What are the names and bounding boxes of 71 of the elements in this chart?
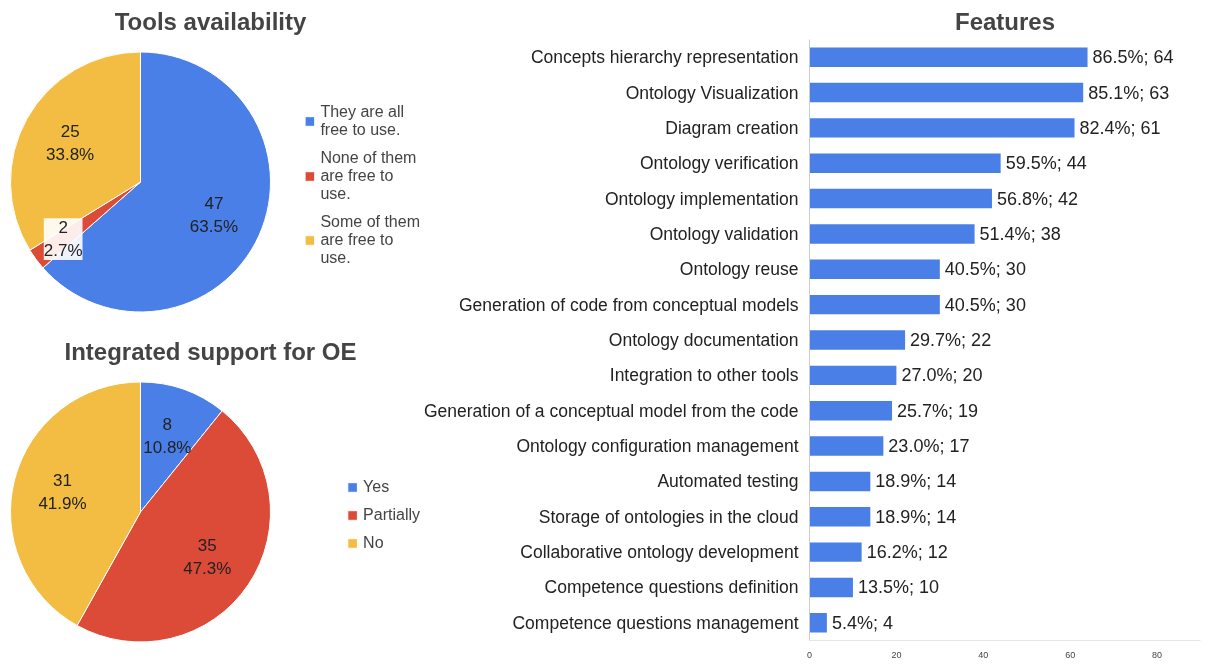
- y-tick-label: Collaborative ontology development: [520, 542, 799, 563]
- data-label: 2 2.7%: [43, 218, 83, 261]
- data-label: 18.9%; 14: [875, 506, 957, 527]
- bar: [809, 224, 975, 244]
- bar: [809, 507, 871, 527]
- x-tick-label: 80: [1152, 649, 1163, 660]
- data-label: 27.0%; 20: [901, 365, 983, 386]
- y-tick-label: Ontology reuse: [679, 259, 799, 280]
- legend-label: Some of them are free to use.: [320, 212, 420, 267]
- y-tick-label: Generation of code from conceptual models: [459, 294, 799, 315]
- y-tick-label: Diagram creation: [665, 117, 799, 138]
- y-tick-label: Ontology verification: [639, 153, 799, 174]
- y-tick-label: Competence questions management: [512, 612, 799, 633]
- bar: [809, 365, 897, 386]
- data-label: 82.4%; 61: [1079, 117, 1161, 138]
- y-tick-label: Ontology validation: [649, 223, 799, 244]
- data-label: 86.5%; 64: [1092, 47, 1174, 68]
- data-label: 59.5%; 44: [1005, 153, 1087, 174]
- bar: [809, 577, 853, 598]
- data-label: 23.0%; 17: [888, 436, 970, 457]
- bar: [809, 542, 862, 562]
- data-label: 16.2%; 12: [866, 542, 948, 563]
- legend-label: Partially: [363, 505, 420, 524]
- data-label: 13.5%; 10: [857, 577, 940, 598]
- chart-title: Integrated support for OE: [64, 337, 357, 365]
- x-tick-label: 20: [891, 649, 902, 660]
- legend-label: None of them are free to use.: [320, 148, 417, 203]
- bar: [809, 436, 884, 456]
- bar: [809, 47, 1088, 67]
- data-label: 25.7%; 19: [897, 400, 979, 421]
- legend-label: No: [363, 533, 384, 552]
- data-label: 5.4%; 4: [831, 612, 893, 633]
- y-tick-label: Ontology implementation: [604, 188, 799, 209]
- y-tick-label: Integration to other tools: [609, 365, 799, 386]
- x-tick-label: 40: [978, 649, 989, 660]
- data-label: 40.5%; 30: [944, 259, 1026, 280]
- y-tick-label: Ontology configuration management: [516, 436, 799, 457]
- bar: [809, 118, 1075, 138]
- y-tick-label: Storage of ontologies in the cloud: [538, 506, 799, 527]
- data-label: 8 10.8%: [143, 415, 192, 457]
- y-tick-label: Ontology documentation: [608, 330, 799, 350]
- bar: [809, 82, 1084, 103]
- data-label: 18.9%; 14: [875, 471, 957, 492]
- bar: [809, 400, 893, 421]
- chart-title: Features: [954, 7, 1056, 35]
- data-label: 25 33.8%: [46, 121, 95, 164]
- data-label: 40.5%; 30: [944, 294, 1026, 315]
- bar: [809, 153, 1001, 173]
- bar: [809, 259, 940, 280]
- legend-label: Yes: [363, 477, 390, 496]
- chart-title: Tools availability: [114, 7, 307, 35]
- bar: [809, 188, 992, 209]
- data-label: 51.4%; 38: [979, 223, 1061, 244]
- data-label: 47 63.5%: [189, 194, 239, 237]
- data-label: 29.7%; 22: [910, 330, 992, 350]
- data-label: 85.1%; 63: [1088, 82, 1170, 103]
- y-tick-label: Concepts hierarchy representation: [530, 47, 799, 68]
- bar: [809, 330, 906, 350]
- data-label: 31 41.9%: [38, 470, 87, 513]
- y-tick-label: Ontology Visualization: [625, 82, 799, 103]
- bar: [809, 294, 940, 315]
- data-label: 35 47.3%: [183, 536, 232, 579]
- bar: [809, 471, 871, 492]
- x-tick-label: 0: [807, 649, 813, 660]
- legend-label: They are all free to use.: [320, 102, 404, 139]
- y-tick-label: Automated testing: [657, 471, 799, 492]
- bar: [809, 613, 827, 633]
- data-label: 56.8%; 42: [996, 188, 1079, 209]
- x-tick-label: 60: [1065, 649, 1076, 660]
- y-tick-label: Generation of a conceptual model from the code: [423, 400, 799, 421]
- y-tick-label: Competence questions definition: [544, 577, 799, 598]
